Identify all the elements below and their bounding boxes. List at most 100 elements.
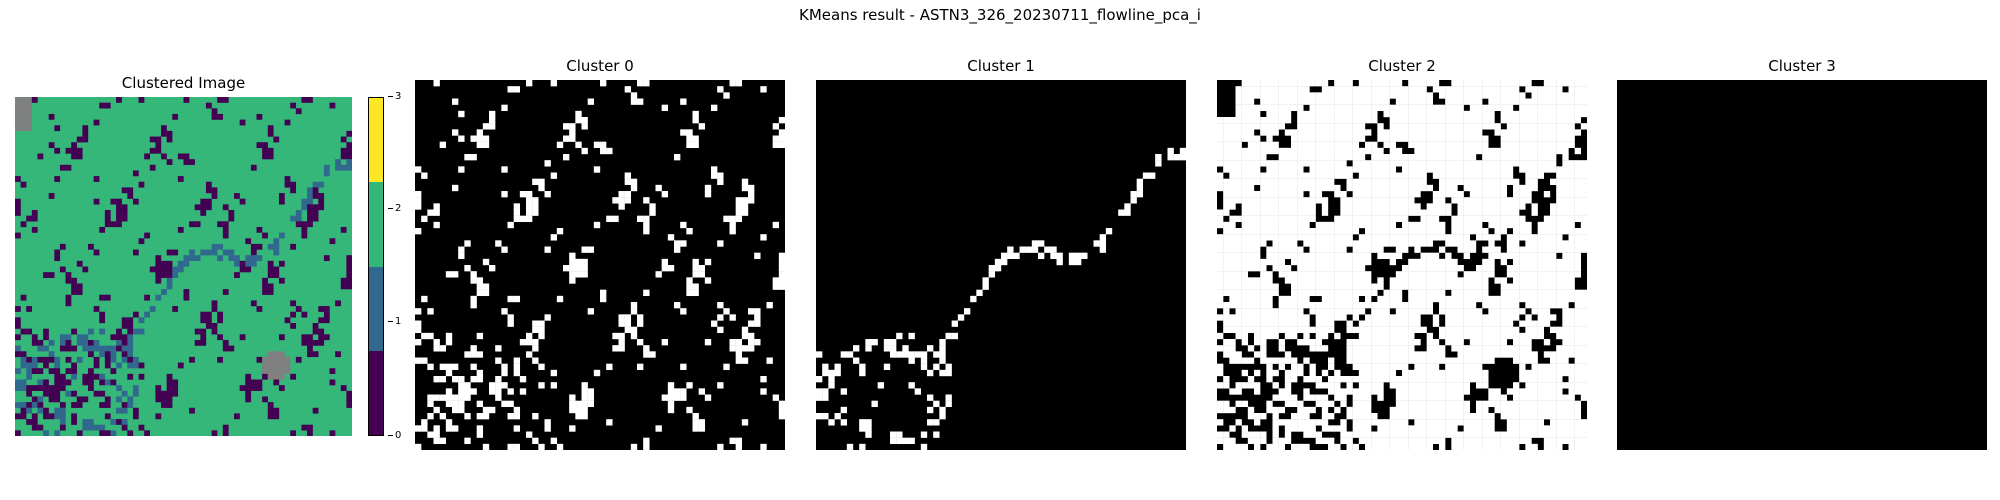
map-cell [1482, 345, 1489, 352]
map-cell [1513, 123, 1520, 130]
map-cell [26, 402, 33, 408]
map-cell [1494, 394, 1501, 401]
map-cell [335, 351, 341, 358]
map-cell [519, 215, 527, 223]
map-cell [1519, 154, 1526, 161]
map-cell [1235, 184, 1242, 192]
map-cell [1445, 203, 1452, 210]
map-cell [1241, 382, 1249, 389]
map-cell [741, 345, 749, 352]
map-cell [267, 260, 274, 267]
map-cell [1395, 197, 1403, 204]
map-cell [1223, 339, 1230, 346]
map-cell [1519, 295, 1526, 303]
map-cell [1223, 376, 1230, 383]
map-cell [1580, 394, 1587, 401]
map-cell [43, 379, 49, 386]
map-cell [1297, 92, 1304, 99]
map-cell [575, 406, 582, 414]
map-cell [1537, 166, 1545, 173]
map-cell [1371, 332, 1378, 340]
map-cell [532, 203, 539, 210]
map-cell [155, 413, 162, 420]
map-cell [1284, 129, 1292, 136]
map-cell [1531, 308, 1538, 315]
map-cell [1543, 302, 1551, 309]
map-cell [262, 373, 268, 380]
map-cell [1377, 234, 1384, 241]
map-cell [415, 425, 422, 432]
map-cell [1315, 98, 1323, 105]
map-cell [859, 369, 866, 377]
map-cell [138, 328, 145, 335]
map-cell [1568, 86, 1575, 93]
map-cell [110, 351, 117, 358]
map-cell [1451, 369, 1458, 377]
map-cell [1056, 252, 1063, 260]
map-cell [1513, 302, 1520, 309]
map-cell [1389, 326, 1397, 334]
map-cell [581, 265, 588, 272]
map-cell [729, 221, 736, 229]
map-background [1617, 80, 1987, 450]
map-cell [1513, 382, 1520, 389]
map-cell [1469, 141, 1477, 149]
map-cell [1537, 363, 1545, 371]
map-cell [1439, 172, 1446, 179]
map-cell [1494, 406, 1501, 414]
map-cell [217, 97, 223, 103]
map-cell [48, 142, 55, 149]
map-cell [59, 339, 66, 346]
map-cell [1278, 295, 1286, 303]
map-cell [183, 260, 190, 267]
map-cell [54, 385, 61, 391]
map-cell [1315, 166, 1323, 173]
map-cell [1340, 271, 1347, 278]
map-cell [1513, 357, 1520, 364]
map-cell [1247, 141, 1255, 149]
map-cell [1476, 228, 1483, 235]
map-cell [1365, 400, 1372, 408]
map-cell [1439, 154, 1446, 161]
map-cell [71, 413, 77, 420]
map-cell [1525, 123, 1532, 130]
map-cell [692, 425, 699, 432]
map-cell [1476, 221, 1483, 229]
map-cell [1377, 240, 1384, 247]
map-cell [1334, 252, 1341, 260]
map-cell [1340, 228, 1347, 235]
map-cell [43, 430, 49, 436]
map-cell [1562, 203, 1569, 210]
map-cell [1328, 234, 1335, 241]
map-cell [1426, 394, 1434, 401]
map-cell [1420, 184, 1427, 192]
map-cell [1451, 154, 1458, 161]
map-cell [1420, 437, 1427, 445]
map-cell [104, 396, 111, 403]
map-cell [1580, 351, 1587, 358]
map-cell [1315, 332, 1323, 340]
map-cell [222, 97, 229, 103]
map-cell [1383, 369, 1390, 377]
map-cell [1482, 123, 1489, 130]
map-cell [1217, 363, 1224, 371]
map-cell [532, 357, 539, 364]
map-cell [1217, 271, 1224, 278]
map-cell [1365, 228, 1372, 235]
map-cell [1358, 271, 1366, 278]
map-cell [273, 266, 280, 273]
map-cell [1574, 345, 1582, 352]
map-cell [1513, 271, 1520, 278]
map-cell [1334, 382, 1341, 389]
map-cell [569, 271, 576, 278]
map-cell [138, 238, 145, 245]
map-cell [1377, 252, 1384, 260]
map-cell [871, 400, 878, 408]
map-cell [1482, 258, 1489, 266]
map-cell [1291, 443, 1298, 450]
map-cell [65, 345, 72, 352]
map-cell [1525, 184, 1532, 192]
map-cell [132, 198, 139, 205]
map-cell [1432, 160, 1440, 167]
map-cell [1383, 357, 1390, 364]
